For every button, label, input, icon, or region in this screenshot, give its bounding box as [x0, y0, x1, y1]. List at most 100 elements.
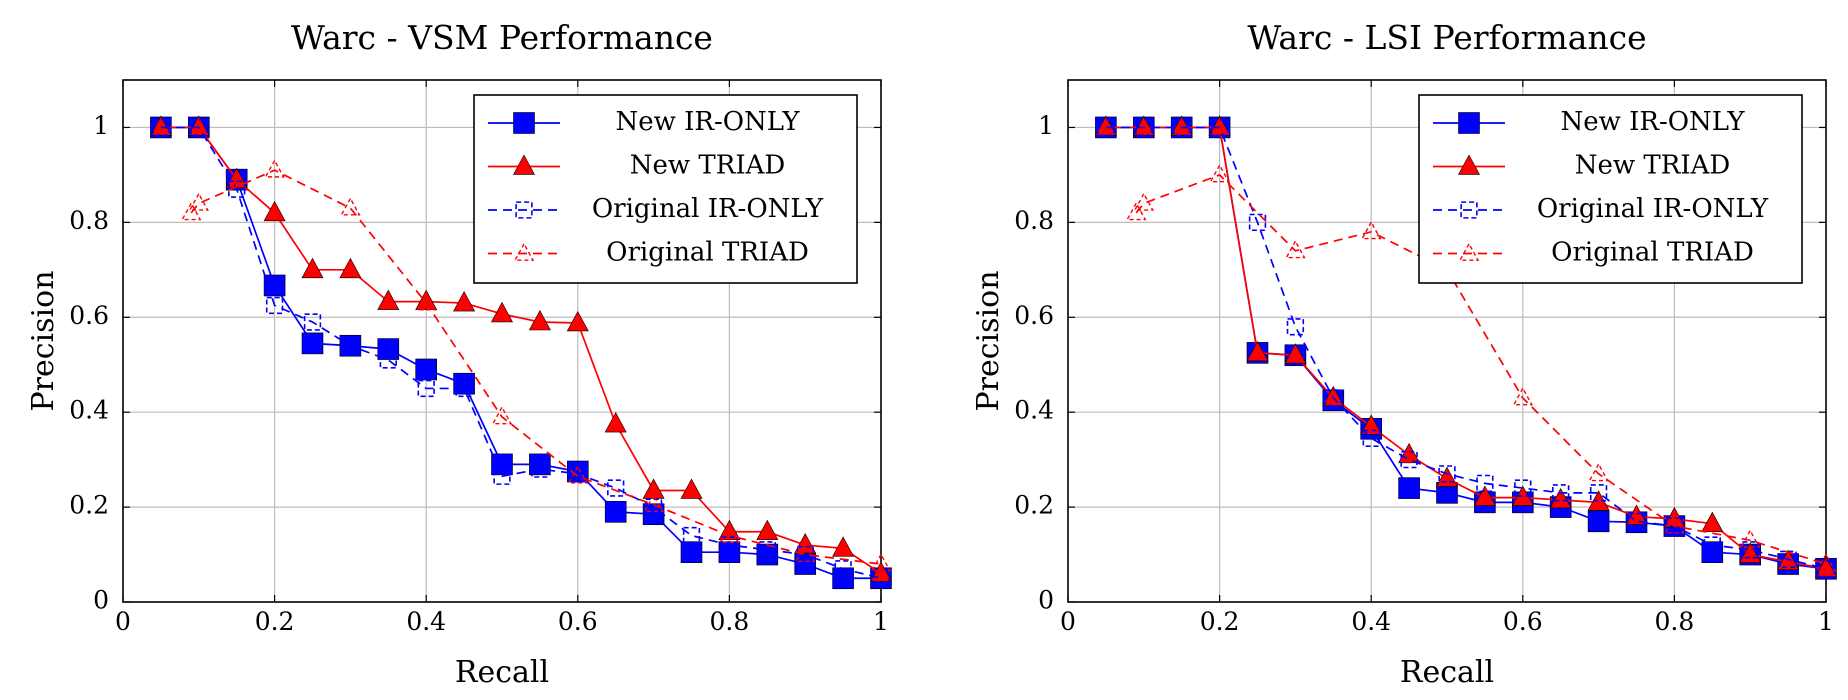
data-point — [566, 310, 589, 332]
chart-title: Warc - VSM Performance — [291, 18, 713, 57]
marker-triangle — [301, 257, 324, 279]
data-point — [794, 533, 817, 554]
marker-triangle — [187, 115, 210, 136]
legend: New IR-ONLY New TRIAD Original IR-ONLY Orig… — [1418, 94, 1803, 284]
y-tick-label: 1 — [1038, 111, 1054, 140]
series-original-ir-only — [152, 118, 890, 587]
marker-square — [680, 541, 703, 563]
y-tick-label: 0.2 — [1014, 491, 1054, 520]
legend-entry: Original IR-ONLY — [488, 194, 824, 224]
data-point — [1740, 529, 1761, 548]
x-tick-label: 0.4 — [1351, 607, 1391, 636]
y-axis-label: Precision — [971, 270, 1006, 411]
data-point — [340, 197, 361, 216]
marker-triangle — [756, 519, 779, 541]
series-line — [190, 169, 882, 565]
marker-triangle — [1208, 115, 1231, 136]
data-point — [377, 338, 400, 360]
data-point — [795, 543, 816, 562]
y-tick-label: 0 — [1038, 586, 1054, 615]
marker-triangle — [528, 309, 551, 331]
data-point — [756, 543, 779, 566]
x-tick-label: 0.2 — [255, 607, 295, 636]
data-point — [187, 115, 210, 136]
data-point — [643, 493, 664, 513]
data-point — [1814, 556, 1838, 578]
marker-open-triangle — [1740, 529, 1761, 548]
marker-open-triangle — [1588, 462, 1609, 482]
marker-triangle — [1625, 504, 1648, 525]
data-point — [1664, 515, 1685, 534]
marker-open-triangle — [340, 197, 361, 216]
data-point — [607, 479, 625, 497]
y-tick-label: 0.2 — [69, 491, 109, 520]
marker-open-triangle — [1815, 552, 1837, 572]
marker-triangle — [604, 412, 627, 433]
marker-square — [301, 332, 324, 355]
marker-open-triangle — [264, 159, 285, 178]
data-point — [1361, 220, 1382, 240]
marker-triangle — [1701, 511, 1724, 532]
marker-square — [377, 338, 400, 360]
marker-open-triangle — [795, 543, 816, 562]
legend-label: Original TRIAD — [606, 238, 809, 268]
marker-open-triangle — [1133, 192, 1154, 211]
x-tick-label: 0.8 — [1655, 607, 1695, 636]
data-point — [1208, 115, 1231, 136]
chart-panel-2: Warc - LSI Performance 0 0.2 0.4 0.6 0.8 1 0 0.2… — [971, 18, 1838, 690]
legend-entry: Original IR-ONLY — [1433, 194, 1769, 224]
series-original-triad — [181, 159, 892, 572]
data-point — [680, 541, 703, 563]
marker-triangle — [832, 536, 855, 557]
data-point — [1133, 192, 1154, 211]
legend-label: Original IR-ONLY — [592, 194, 824, 224]
marker-square — [1458, 112, 1480, 134]
data-point — [1132, 115, 1155, 136]
marker-triangle — [377, 289, 400, 310]
legend-entry: New IR-ONLY — [1433, 107, 1745, 137]
marker-triangle — [490, 301, 514, 323]
data-point — [1625, 504, 1648, 525]
marker-open-triangle — [870, 552, 892, 572]
x-tick-label: 0 — [1060, 607, 1076, 636]
marker-open-triangle — [491, 405, 513, 425]
data-point — [642, 478, 665, 499]
marker-triangle — [642, 478, 665, 499]
legend-box — [1418, 94, 1803, 284]
x-tick-label: 0.2 — [1200, 607, 1240, 636]
marker-square — [832, 567, 854, 590]
legend-entry: New TRIAD — [1433, 151, 1730, 181]
marker-open-triangle — [188, 192, 209, 211]
marker-open-triangle — [1664, 515, 1685, 534]
plot-frame — [1067, 79, 1827, 603]
legend-label: Original TRIAD — [1551, 238, 1754, 268]
data-point — [1587, 510, 1610, 533]
legend-entry: Original TRIAD — [488, 238, 809, 268]
legend-label: New TRIAD — [1575, 151, 1730, 181]
data-point — [718, 541, 741, 563]
marker-triangle — [1549, 487, 1572, 509]
legend-entry: New IR-ONLY — [488, 107, 800, 137]
y-tick-label: 0 — [93, 586, 109, 615]
data-point — [1588, 462, 1609, 482]
marker-open-triangle — [719, 524, 740, 543]
legend: New IR-ONLY New TRIAD Original IR-ONLY Orig… — [473, 94, 858, 284]
x-tick-label: 1 — [873, 607, 889, 636]
marker-open-square — [607, 479, 625, 497]
marker-triangle — [1457, 154, 1481, 175]
data-point — [1285, 239, 1306, 259]
marker-open-triangle — [1209, 163, 1230, 183]
series-line — [1105, 126, 1827, 570]
marker-square — [794, 553, 817, 575]
data-point — [1398, 442, 1421, 464]
chart-panel-1: Warc - VSM Performance 0 0.2 0.4 0.6 0.8 1 0 0.2… — [26, 18, 893, 690]
marker-open-triangle — [513, 242, 535, 261]
marker-triangle — [1473, 485, 1496, 506]
chart-title: Warc - LSI Performance — [1247, 18, 1646, 57]
marker-open-triangle — [181, 201, 202, 221]
marker-triangle — [1094, 115, 1117, 136]
legend-label: New TRIAD — [630, 151, 785, 181]
marker-triangle — [1170, 115, 1193, 136]
data-point — [528, 309, 551, 331]
